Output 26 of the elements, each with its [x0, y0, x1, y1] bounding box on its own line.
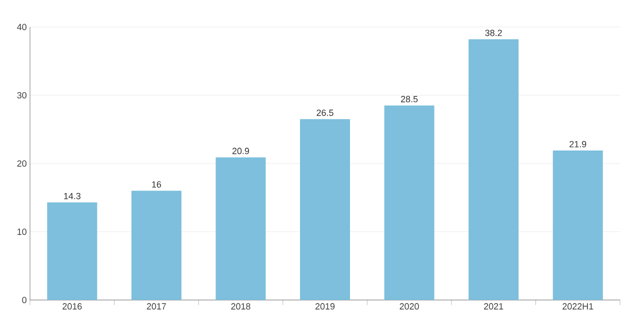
bar — [47, 202, 98, 300]
y-tick-label: 20 — [17, 160, 26, 167]
bar — [384, 105, 434, 300]
data-label: 20.9 — [232, 148, 250, 154]
bar — [468, 39, 519, 300]
x-tick-label: 2018 — [231, 303, 250, 310]
data-label: 14.3 — [64, 192, 80, 200]
x-tick-label: 2017 — [146, 303, 166, 310]
x-tick-label: 2016 — [62, 303, 82, 310]
y-tick-label: 10 — [18, 228, 26, 235]
y-tick-label: 30 — [17, 92, 26, 98]
y-tick-label: 40 — [17, 24, 26, 30]
x-tick-label: 2021 — [484, 303, 504, 310]
bar — [131, 190, 182, 300]
x-tick-label: 2020 — [400, 303, 419, 310]
x-tick-label: 2022H1 — [562, 303, 594, 310]
y-tick-label: 0 — [22, 296, 26, 304]
data-label: 26.5 — [316, 110, 334, 116]
data-label: 21.9 — [570, 140, 586, 148]
data-label: 16 — [152, 181, 162, 188]
x-tick-label: 2019 — [315, 303, 335, 310]
bar — [216, 157, 266, 300]
bar — [300, 119, 350, 300]
bar — [552, 150, 603, 300]
data-label: 28.5 — [401, 96, 418, 102]
data-label: 38.2 — [485, 30, 502, 36]
